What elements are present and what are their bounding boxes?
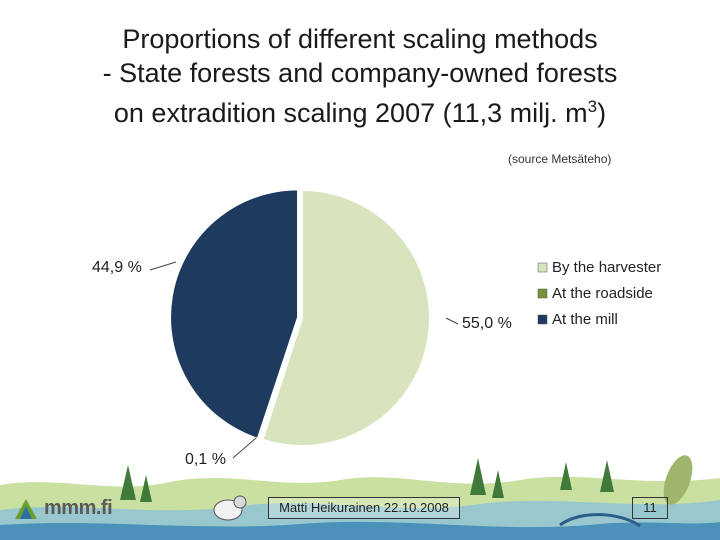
label-harvester: 55,0 % [462,315,512,332]
slide-title: Proportions of different scaling methods… [20,22,700,130]
nature-illustration [0,455,720,540]
title-line-3-text: on extradition scaling 2007 (11,3 milj. … [113,98,588,128]
legend-swatch-1 [537,288,548,299]
legend-label-1: At the roadside [552,285,653,302]
leader-line-1 [232,437,257,459]
slice-mill [169,188,300,441]
title-line-3: on extradition scaling 2007 (11,3 milj. … [20,90,700,130]
title-line-2: - State forests and company-owned forest… [102,58,618,88]
legend-swatch-0 [537,262,548,273]
logo-text: mmm.fi [44,497,113,519]
legend-swatch-2 [537,314,548,325]
logo-icon [15,498,37,519]
slice-roadside [258,322,302,446]
label-roadside: 0,1 % [185,451,226,468]
leader-line-2 [149,261,177,271]
title-line-1: Proportions of different scaling methods [122,24,598,54]
title-superscript: 3 [587,97,598,116]
page-number: 11 [632,497,668,519]
title-suffix: ) [597,98,607,128]
legend-label-2: At the mill [552,311,618,328]
leader-line-0 [445,317,459,325]
label-mill: 44,9 % [92,259,142,276]
source-note: (source Metsäteho) [508,152,612,166]
logo[interactable]: mmm.fi [14,497,113,520]
legend-label-0: By the harvester [552,259,661,276]
author-date: Matti Heikurainen 22.10.2008 [268,497,460,519]
slice-harvester [261,188,431,447]
